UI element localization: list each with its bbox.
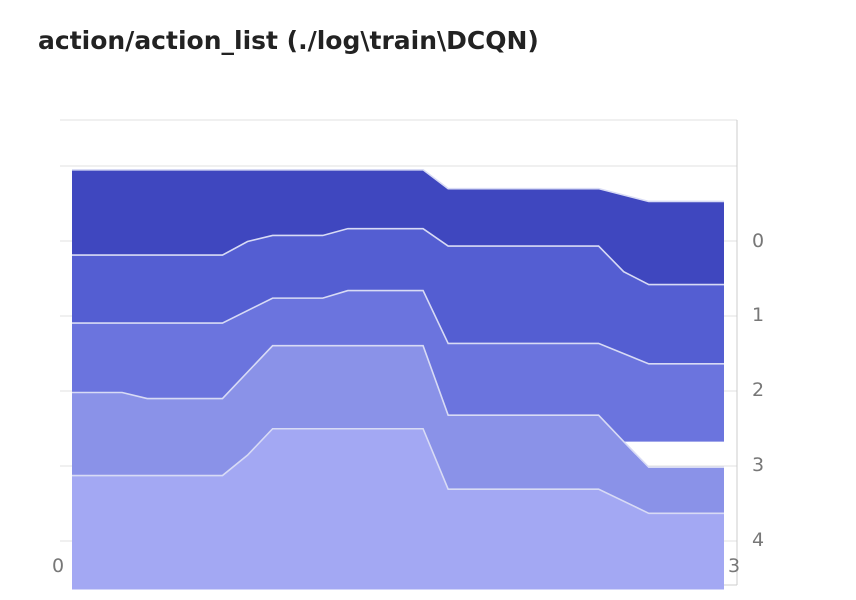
ridge-line-4	[72, 427, 724, 515]
y-tick-label: 3	[752, 454, 764, 476]
y-tick-label: 2	[752, 379, 764, 401]
area-layers	[72, 168, 724, 590]
x-tick-label: 0	[52, 555, 64, 577]
area-layer-2	[72, 290, 724, 442]
y-tick-label: 0	[752, 230, 764, 252]
ridge-line-0	[72, 168, 724, 203]
y-tick-label: 4	[752, 529, 764, 551]
area-layer-4	[72, 428, 724, 590]
ridge-line-2	[72, 289, 724, 365]
y-tick-label: 1	[752, 304, 764, 326]
x-tick-label: 3	[728, 555, 740, 577]
chart-title: action/action_list (./log\train\DCQN)	[38, 26, 539, 55]
area-layer-0	[72, 169, 724, 285]
ridge-line-1	[72, 227, 724, 286]
area-layer-1	[72, 228, 724, 364]
area-layer-3	[72, 345, 724, 514]
ridge-line-3	[72, 344, 724, 469]
